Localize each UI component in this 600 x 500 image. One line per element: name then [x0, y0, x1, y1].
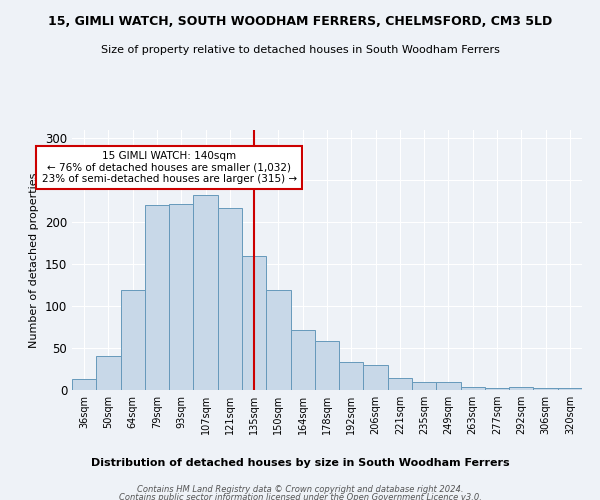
Bar: [218, 208, 242, 390]
Bar: [96, 356, 121, 390]
Bar: [242, 256, 266, 390]
Bar: [169, 204, 193, 390]
Bar: [485, 388, 509, 390]
Text: Distribution of detached houses by size in South Woodham Ferrers: Distribution of detached houses by size …: [91, 458, 509, 468]
Bar: [509, 386, 533, 390]
Bar: [193, 196, 218, 390]
Bar: [436, 382, 461, 390]
Bar: [121, 290, 145, 390]
Text: Contains HM Land Registry data © Crown copyright and database right 2024.: Contains HM Land Registry data © Crown c…: [137, 485, 463, 494]
Bar: [533, 388, 558, 390]
Bar: [315, 342, 339, 390]
Bar: [72, 379, 96, 390]
Bar: [461, 386, 485, 390]
Bar: [412, 382, 436, 390]
Bar: [290, 330, 315, 390]
Bar: [145, 206, 169, 390]
Bar: [266, 290, 290, 390]
Bar: [388, 378, 412, 390]
Y-axis label: Number of detached properties: Number of detached properties: [29, 172, 40, 348]
Text: Contains public sector information licensed under the Open Government Licence v3: Contains public sector information licen…: [119, 492, 481, 500]
Text: 15 GIMLI WATCH: 140sqm
← 76% of detached houses are smaller (1,032)
23% of semi-: 15 GIMLI WATCH: 140sqm ← 76% of detached…: [41, 151, 297, 184]
Text: 15, GIMLI WATCH, SOUTH WOODHAM FERRERS, CHELMSFORD, CM3 5LD: 15, GIMLI WATCH, SOUTH WOODHAM FERRERS, …: [48, 15, 552, 28]
Bar: [364, 365, 388, 390]
Bar: [558, 388, 582, 390]
Bar: [339, 362, 364, 390]
Text: Size of property relative to detached houses in South Woodham Ferrers: Size of property relative to detached ho…: [101, 45, 499, 55]
